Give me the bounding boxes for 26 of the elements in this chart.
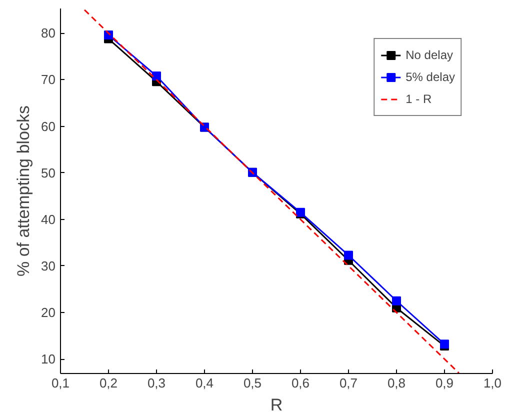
x-tick-label: 0,6 <box>291 376 310 390</box>
x-tick-label: 0,8 <box>387 376 406 390</box>
y-tick-label: 60 <box>41 118 56 134</box>
x-tick-label: 1,0 <box>483 376 502 390</box>
legend-label: 5% delay <box>406 70 455 84</box>
y-axis-title: % of attempting blocks <box>14 105 34 277</box>
x-tick-label: 0,3 <box>147 376 166 390</box>
x-tick-label: 0,7 <box>339 376 358 390</box>
x-axis-title: R <box>270 396 283 414</box>
point <box>152 72 161 81</box>
y-tick-label: 70 <box>41 72 56 88</box>
y-tick-label: 30 <box>41 258 56 274</box>
y-tick-label: 80 <box>41 26 56 41</box>
x-tick-label: 0,2 <box>99 376 118 390</box>
x-tick-label: 0,9 <box>435 376 454 390</box>
point <box>392 296 401 306</box>
legend-label: No delay <box>406 48 453 62</box>
x-tick-label: 0,4 <box>195 376 214 390</box>
point <box>344 250 353 260</box>
legend-label: 1 - R <box>406 92 432 106</box>
x-tick-label: 0,5 <box>243 376 262 390</box>
x-tick-label: 0,1 <box>51 376 70 390</box>
y-tick-label: 10 <box>41 352 56 367</box>
y-tick-label: 50 <box>41 165 56 180</box>
y-tick-label: 40 <box>41 212 56 227</box>
y-tick-label: 20 <box>41 305 56 320</box>
